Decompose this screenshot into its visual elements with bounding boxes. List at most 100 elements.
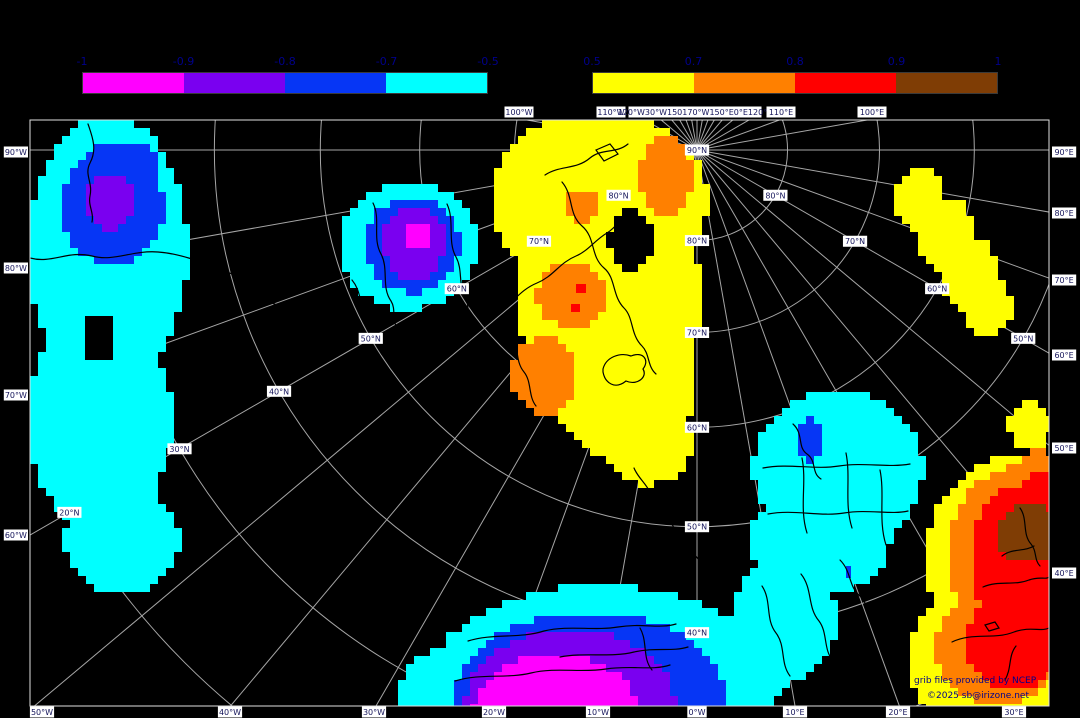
edge-label-left: 90°W [5,148,27,157]
coastline [602,354,647,386]
coastline [595,143,619,162]
anomaly-block [606,232,654,240]
anomaly-block [1022,400,1038,408]
coastline [467,623,677,642]
anomaly-block [638,168,694,176]
anomaly-block [94,144,150,152]
anomaly-block [542,272,598,280]
anomaly-block [1006,464,1046,472]
anomaly-block [102,112,118,120]
colorbar-positive-segment-2 [795,73,896,93]
edge-label-right-box [1052,349,1077,361]
anomaly-block [750,456,926,464]
edge-label-left: 60°W [5,531,27,540]
anomaly-block [758,480,918,488]
anomaly-block [390,304,422,312]
anomaly-block [62,536,182,544]
anomaly-block [622,392,694,400]
anomaly-block [974,280,1006,288]
coastline [801,457,808,534]
edge-label-bottom: 20°E [888,708,907,717]
anomaly-block [966,320,1006,328]
anomaly-block [1030,472,1049,480]
anomaly-block [526,400,566,408]
grid-label: 40°N [687,629,707,638]
anomaly-block [574,216,590,224]
grid-label: 40°N [269,387,289,396]
anomaly-block [614,256,646,264]
anomaly-block [86,192,134,200]
anomaly-block [1006,424,1049,432]
anomaly-block [510,368,574,376]
coastline [767,510,909,515]
anomaly-block [30,272,190,280]
anomaly-block [622,264,638,272]
anomaly-block [758,560,886,568]
anomaly-block [38,464,166,472]
anomaly-block [774,416,902,424]
edge-label-bottom: 30°E [1004,708,1023,717]
edge-label-right: 40°E [1054,569,1073,578]
anomaly-block [446,640,510,648]
edge-label-top: 100°E [860,108,884,117]
anomaly-block [918,240,974,248]
anomaly-block [782,488,854,496]
anomaly-block [382,280,438,288]
anomaly-block [398,712,558,718]
anomaly-block [510,144,686,152]
edge-label-right: 90°E [1054,148,1073,157]
anomaly-block [974,616,1049,624]
grid-label: 50°N [1013,334,1033,343]
anomaly-block [942,272,998,280]
credit-ncep: grib files provided by NCEP [914,676,1037,686]
graticule-meridian [696,149,1049,354]
anomaly-block [918,232,974,240]
colorbar-negative-tick-label: -1 [76,55,88,68]
grid-label: 30°N [169,445,189,454]
edge-labels: 100°W 110°W120°W30°W150170°W150°E0°E120°E… [3,106,1077,718]
anomaly-block [566,208,598,216]
anomaly-block [766,424,910,432]
anomaly-block [30,448,166,456]
anomaly-block [70,560,174,568]
mask-hole-canada-hole [85,316,113,360]
grid-label-box [684,326,710,338]
graticule-meridian [696,149,900,706]
edge-label-right-box [1052,442,1077,454]
coastline [446,203,471,323]
edge-label-right: 70°E [1054,276,1073,285]
credit-copyright: ©2025 sb@irizone.net [927,691,1029,701]
coastline [544,143,629,176]
anomaly-block [518,312,702,320]
edge-label-bottom: 30°W [363,708,385,717]
anomaly-block [494,168,702,176]
anomaly-block [918,208,966,216]
anomaly-block [390,216,438,224]
anomaly-block [494,648,646,656]
anomaly-block [94,176,126,184]
anomaly-block [486,608,718,616]
edge-label-bottom: 0°W [689,708,706,717]
anomaly-block [926,704,1049,706]
anomaly-block [502,600,702,608]
anomaly-block [734,592,830,600]
anomaly-block [894,200,942,208]
anomaly-block [646,152,686,160]
anomaly-block [766,504,878,512]
anomaly-block [78,160,158,168]
anomaly-block [398,208,430,216]
anomaly-block [806,416,814,424]
anomaly-block [966,288,1006,296]
grid-label-box [606,189,631,201]
anomaly-block [614,328,694,336]
anomaly-block [38,480,158,488]
grid-label-box [444,283,469,295]
anomaly-region-novaya-zemlya-positive-yellow [894,168,1014,336]
anomaly-block [1006,416,1049,424]
colorbar-negative-segment-1 [184,73,285,93]
anomaly-block [518,280,702,288]
anomaly-block [406,224,430,232]
colorbar-negative-segment-2 [285,73,386,93]
anomaly-block [30,440,174,448]
anomaly-block [966,304,1014,312]
